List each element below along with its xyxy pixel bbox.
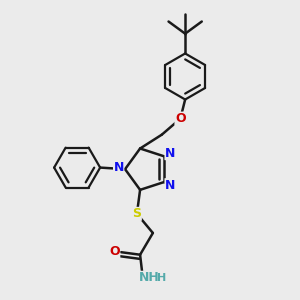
Text: H: H (157, 273, 166, 283)
Text: N: N (165, 147, 175, 160)
Text: N: N (113, 161, 124, 174)
Text: O: O (175, 112, 186, 125)
Text: S: S (132, 207, 141, 220)
Text: N: N (165, 178, 175, 192)
Text: NH: NH (139, 271, 160, 284)
Text: O: O (109, 245, 120, 258)
